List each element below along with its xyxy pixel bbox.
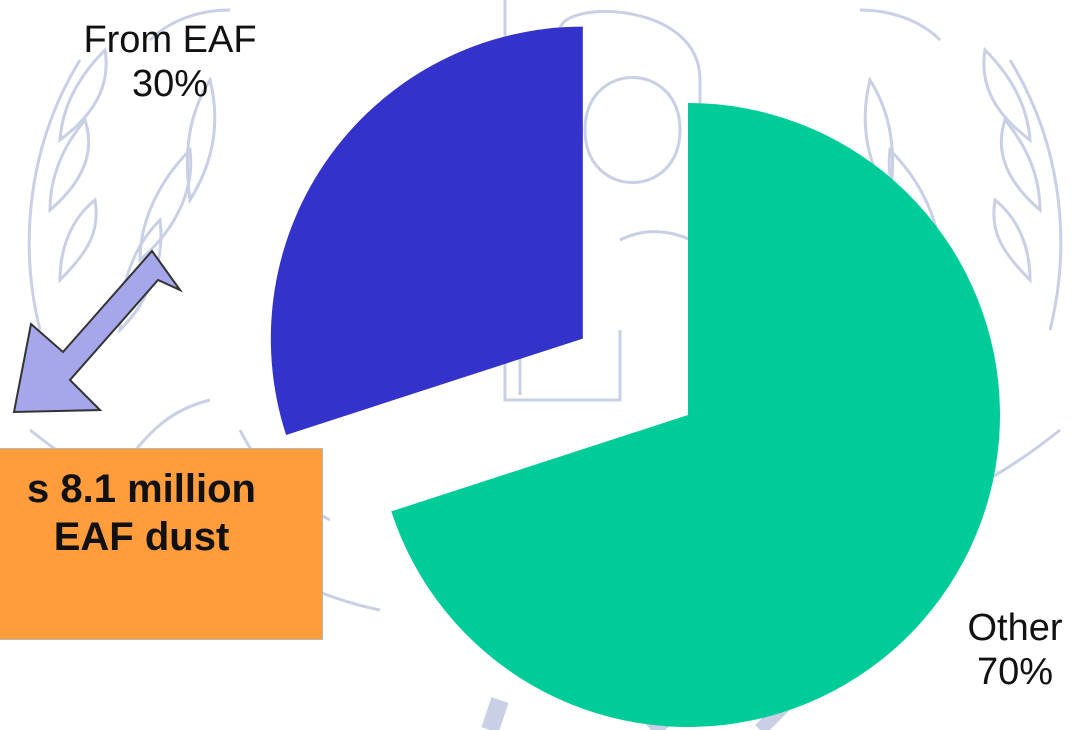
- pie-slice-from-eaf: [270, 26, 583, 436]
- slice-label-other: Other 70%: [930, 606, 1089, 694]
- arrow-shape: [12, 249, 183, 414]
- callout-box: s 8.1 million EAF dust: [0, 448, 323, 640]
- slice-percent-other: 70%: [976, 651, 1054, 693]
- slice-name-from-eaf: From EAF: [83, 19, 257, 61]
- callout-line-1: s 8.1 million: [27, 467, 256, 511]
- slice-label-from-eaf: From EAF 30%: [50, 18, 290, 106]
- pie-slice-other: [391, 103, 1001, 727]
- callout-line-2: EAF dust: [53, 515, 230, 559]
- slice-percent-from-eaf: 30%: [131, 63, 209, 105]
- slice-name-other: Other: [967, 607, 1063, 649]
